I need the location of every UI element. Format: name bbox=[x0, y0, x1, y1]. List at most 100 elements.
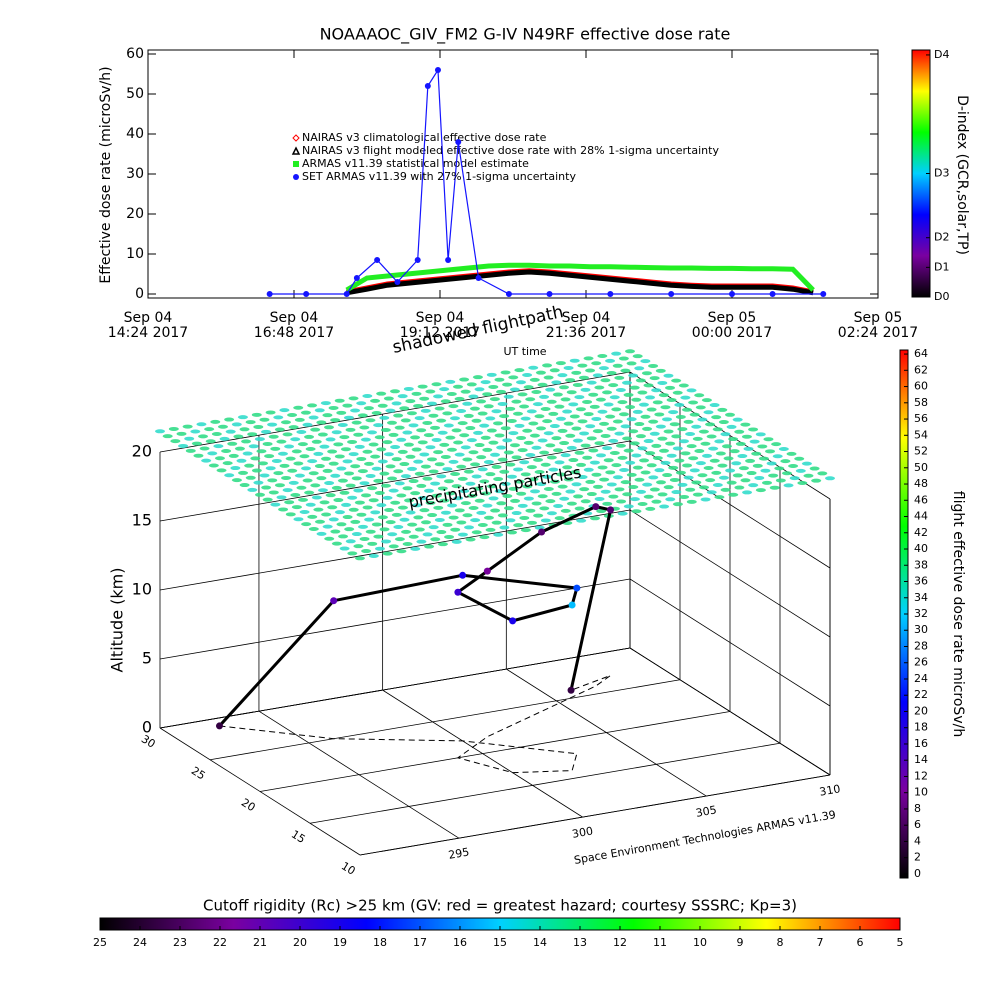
particle bbox=[236, 458, 247, 463]
particle bbox=[513, 467, 524, 472]
particle bbox=[548, 467, 559, 472]
particle bbox=[364, 461, 375, 466]
particle bbox=[572, 438, 583, 443]
particle bbox=[552, 392, 563, 397]
series-line bbox=[345, 262, 815, 293]
particle bbox=[585, 479, 596, 484]
particle bbox=[499, 469, 510, 474]
particle bbox=[774, 466, 785, 471]
particle bbox=[342, 403, 353, 408]
grid-line bbox=[159, 647, 631, 729]
particle bbox=[539, 450, 550, 455]
particle bbox=[671, 378, 682, 383]
particle bbox=[577, 419, 588, 424]
particle bbox=[549, 424, 560, 429]
particle bbox=[563, 421, 574, 426]
particle bbox=[250, 456, 261, 461]
particle bbox=[500, 426, 511, 431]
particle bbox=[408, 534, 419, 539]
particle bbox=[536, 426, 547, 431]
particle bbox=[388, 488, 399, 493]
particle bbox=[367, 486, 378, 491]
particle bbox=[555, 416, 566, 421]
particle bbox=[465, 537, 476, 542]
particle bbox=[631, 453, 642, 458]
particle bbox=[718, 475, 729, 480]
particle bbox=[662, 417, 673, 422]
particle bbox=[563, 477, 574, 482]
particle bbox=[534, 414, 545, 419]
particle bbox=[499, 525, 510, 530]
particle bbox=[416, 539, 427, 544]
particle bbox=[563, 365, 574, 370]
particle bbox=[605, 470, 616, 475]
particle bbox=[262, 497, 273, 502]
particle bbox=[740, 478, 751, 483]
particle bbox=[394, 537, 405, 542]
particle bbox=[313, 451, 324, 456]
particle bbox=[566, 445, 577, 450]
colorbar-tick-label: 22 bbox=[213, 936, 227, 949]
particle bbox=[450, 527, 461, 532]
particle bbox=[709, 403, 720, 408]
particle bbox=[531, 445, 542, 450]
particle bbox=[514, 479, 525, 484]
x-tick-label: Sep 05 02:24 2017 bbox=[838, 310, 918, 341]
particle bbox=[597, 409, 608, 414]
particle bbox=[509, 387, 520, 392]
particle bbox=[359, 425, 370, 430]
particle bbox=[403, 386, 414, 391]
particle bbox=[362, 449, 373, 454]
particle bbox=[525, 508, 536, 513]
particle bbox=[485, 527, 496, 532]
particle bbox=[583, 467, 594, 472]
particle bbox=[543, 431, 554, 436]
particle bbox=[416, 428, 427, 433]
particle bbox=[694, 448, 705, 453]
particle bbox=[683, 475, 694, 480]
y-tick-label: 30 bbox=[126, 166, 144, 182]
particle bbox=[536, 482, 547, 487]
particle bbox=[451, 428, 462, 433]
particle bbox=[745, 458, 756, 463]
particle bbox=[377, 403, 388, 408]
particle bbox=[641, 371, 652, 376]
z-tick-label: 15 bbox=[132, 511, 152, 530]
particle bbox=[493, 477, 504, 482]
particle bbox=[574, 450, 585, 455]
particle bbox=[298, 497, 309, 502]
particle bbox=[388, 432, 399, 437]
particle bbox=[579, 431, 590, 436]
colorbar-tick-label: 20 bbox=[293, 936, 307, 949]
particle bbox=[239, 483, 250, 488]
particle bbox=[451, 539, 462, 544]
particle bbox=[560, 397, 571, 402]
particle bbox=[674, 402, 685, 407]
particle bbox=[287, 468, 298, 473]
particle bbox=[726, 480, 737, 485]
particle bbox=[351, 532, 362, 537]
particle bbox=[399, 406, 410, 411]
particle bbox=[803, 473, 814, 478]
particle bbox=[420, 464, 431, 469]
particle bbox=[516, 491, 527, 496]
particle bbox=[605, 414, 616, 419]
particle bbox=[528, 421, 539, 426]
particle bbox=[554, 404, 565, 409]
z-tick-label: 10 bbox=[132, 580, 152, 599]
particle bbox=[606, 482, 617, 487]
y-axis-label: Effective dose rate (microSv/h) bbox=[98, 66, 114, 283]
particle bbox=[434, 406, 445, 411]
particle bbox=[466, 438, 477, 443]
particle bbox=[751, 451, 762, 456]
particle bbox=[291, 449, 302, 454]
particle bbox=[387, 532, 398, 537]
particle bbox=[686, 388, 697, 393]
particle bbox=[509, 443, 520, 448]
particle bbox=[336, 522, 347, 527]
grid-line bbox=[506, 668, 707, 797]
particle bbox=[631, 397, 642, 402]
particle bbox=[549, 368, 560, 373]
particle bbox=[268, 434, 279, 439]
particle bbox=[294, 417, 305, 422]
